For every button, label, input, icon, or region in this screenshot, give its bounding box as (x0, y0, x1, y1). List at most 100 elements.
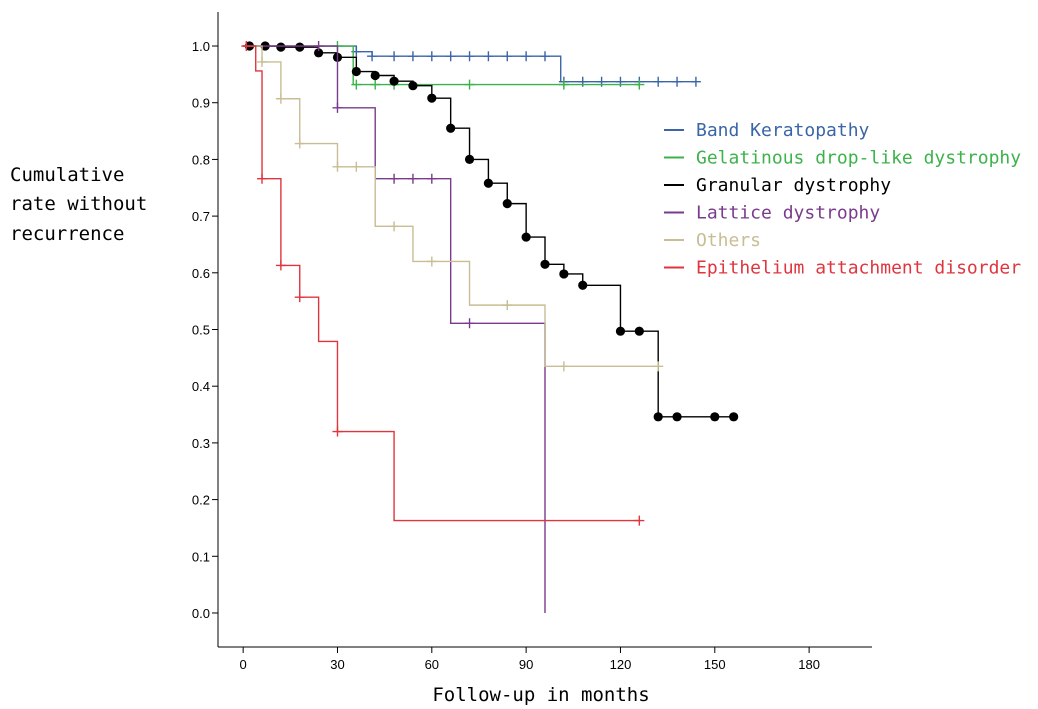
censor-mark (672, 76, 683, 87)
y-tick-label: 0.0 (192, 606, 210, 621)
legend-label: Lattice dystrophy (696, 203, 880, 224)
censor-mark (241, 41, 252, 52)
censor-mark (483, 51, 494, 62)
censor-mark (275, 93, 286, 104)
y-axis-title-line-2: rate without (10, 193, 147, 215)
plot-area (241, 41, 739, 613)
censor-mark (653, 76, 664, 87)
censor-mark (559, 269, 569, 279)
censor-mark (502, 300, 513, 311)
x-tick-label: 180 (798, 657, 820, 672)
series-line (243, 45, 640, 522)
legend-label: Gelatinous drop-like dystrophy (696, 148, 1021, 169)
censor-mark (710, 412, 720, 422)
censor-mark (446, 123, 456, 133)
censor-mark (351, 79, 362, 90)
censor-mark (464, 318, 475, 329)
censor-mark (558, 361, 569, 372)
x-tick-label: 150 (704, 657, 726, 672)
censor-mark (502, 51, 513, 62)
censor-mark (294, 138, 305, 149)
censor-mark (426, 173, 437, 184)
censor-mark (276, 42, 286, 52)
censor-mark (332, 426, 343, 437)
x-tick-label: 30 (330, 657, 344, 672)
y-tick-label: 0.9 (192, 96, 210, 111)
y-tick-label: 0.1 (192, 549, 210, 564)
y-axis-title: Cumulative rate without recurrence (10, 164, 147, 245)
censor-mark (558, 79, 569, 90)
y-tick-label: 0.2 (192, 493, 210, 508)
legend-label: Band Keratopathy (696, 120, 870, 141)
legend-label: Others (696, 230, 761, 251)
censor-mark (578, 280, 588, 290)
censor-mark (314, 48, 324, 58)
axes: 0.0 0.1 0.2 0.3 0.4 0.5 0.6 0.7 0.8 0.9 1.0 0 30 60 90… (192, 12, 872, 672)
y-tick-label: 0.3 (192, 436, 210, 451)
series-5 (243, 45, 664, 372)
series-line (243, 45, 640, 86)
censor-mark (426, 51, 437, 62)
censor-mark (464, 154, 475, 165)
censor-mark (427, 93, 437, 103)
censor-mark (370, 79, 381, 90)
x-tick-label: 120 (610, 657, 632, 672)
censor-mark (257, 56, 268, 67)
censor-mark (445, 51, 456, 62)
censor-mark (634, 515, 645, 526)
censor-mark (521, 232, 531, 242)
censor-mark (351, 66, 361, 77)
censor-mark (313, 41, 324, 52)
series-1 (243, 45, 701, 87)
x-tick-label: 60 (425, 657, 439, 672)
censor-mark (615, 326, 626, 336)
censor-mark (672, 412, 682, 422)
censor-mark (634, 79, 645, 90)
legend-label: Granular dystrophy (696, 175, 891, 196)
series-3 (243, 41, 739, 422)
censor-mark (502, 199, 512, 209)
x-tick-label: 90 (519, 657, 533, 672)
censor-mark (426, 256, 437, 267)
censor-mark (408, 81, 418, 91)
censor-mark (275, 260, 286, 271)
y-tick-label: 0.6 (192, 266, 210, 281)
censor-mark (653, 361, 664, 372)
y-tick-label: 0.7 (192, 209, 210, 224)
y-axis-title-line-3: recurrence (10, 223, 124, 245)
censor-mark (332, 161, 343, 172)
censor-mark (389, 173, 400, 184)
censor-mark (521, 51, 532, 62)
censor-mark (332, 102, 343, 113)
series-6 (241, 41, 645, 526)
censor-mark (407, 51, 418, 62)
legend-label: Epithelium attachment disorder (696, 258, 1021, 279)
x-axis-title: Follow-up in months (432, 684, 649, 706)
censor-mark (540, 259, 550, 269)
censor-mark (690, 76, 701, 87)
y-tick-label: 1.0 (192, 39, 210, 54)
censor-mark (389, 76, 399, 86)
censor-mark (407, 173, 418, 184)
censor-mark (464, 79, 475, 90)
censor-mark (351, 161, 362, 172)
censor-mark (464, 51, 475, 62)
censor-mark (634, 326, 644, 336)
censor-mark (389, 51, 400, 62)
y-tick-label: 0.4 (192, 379, 210, 394)
censor-mark (540, 51, 550, 62)
censor-mark (367, 51, 378, 62)
censor-mark (295, 42, 305, 52)
censor-mark (729, 412, 739, 422)
y-axis-title-line-1: Cumulative (10, 164, 124, 186)
censor-mark (389, 221, 400, 232)
series-line (243, 45, 546, 613)
censor-mark (370, 70, 380, 81)
censor-mark (483, 178, 494, 188)
censor-mark (294, 292, 305, 303)
series-4 (243, 41, 546, 613)
series-line (243, 45, 734, 418)
legend: Band Keratopathy Gelatinous drop-like dys… (664, 120, 1021, 279)
y-tick-label: 0.5 (192, 323, 210, 338)
